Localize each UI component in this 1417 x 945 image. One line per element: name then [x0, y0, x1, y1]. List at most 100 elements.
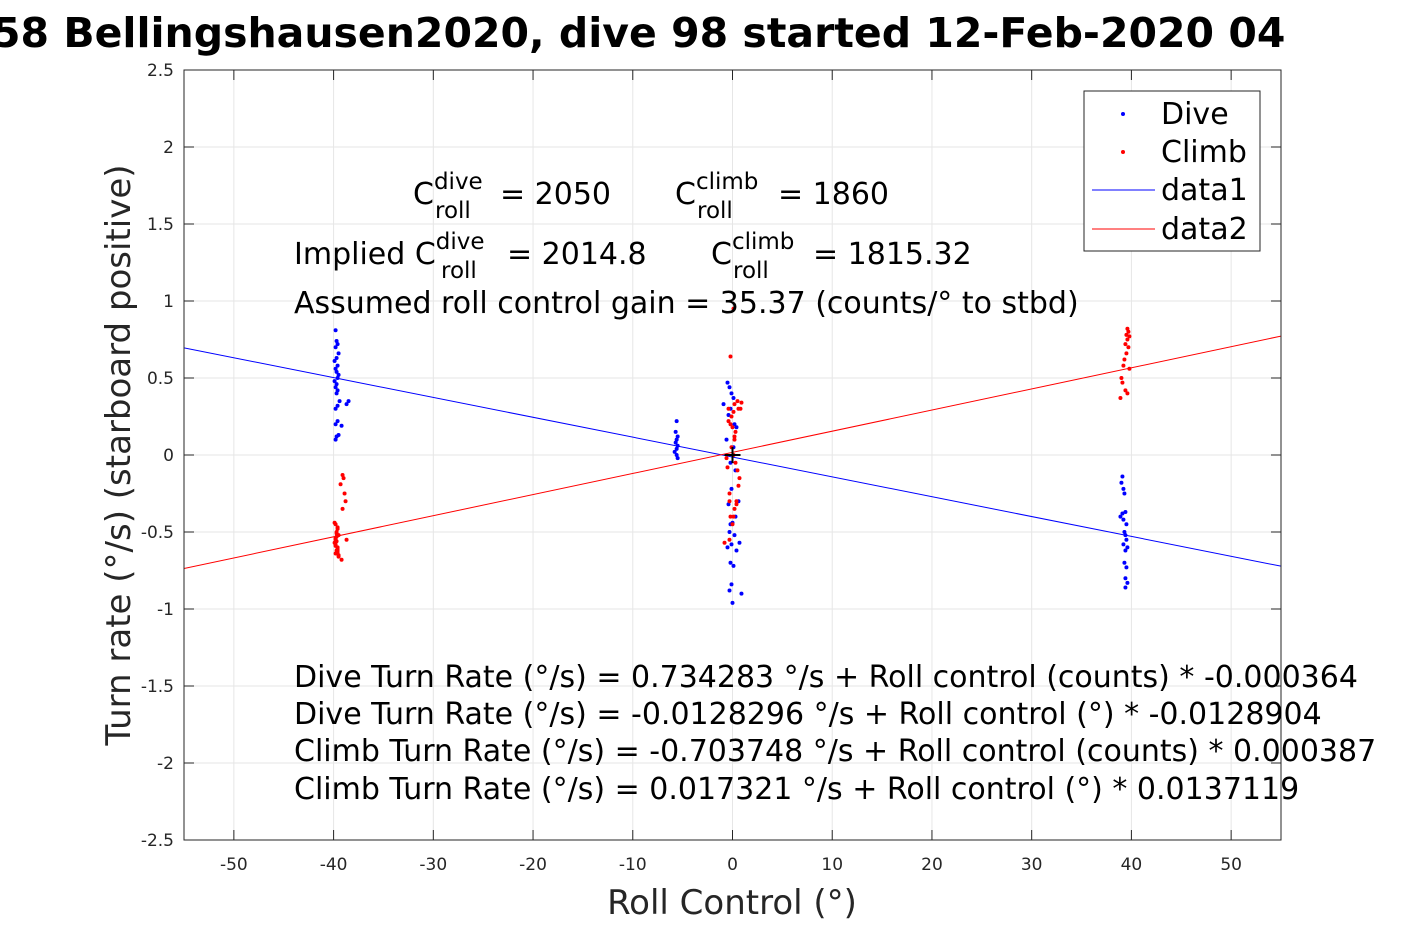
dive-point	[729, 542, 734, 547]
dive-point	[1124, 565, 1129, 570]
y-tick-label: -2.5	[141, 831, 174, 851]
dive-point	[332, 379, 337, 384]
x-tick-label: 10	[821, 855, 843, 875]
gain-annotation: Assumed roll control gain = 35.37 (count…	[294, 286, 1079, 321]
x-tick-label: -40	[320, 855, 348, 875]
climb-point	[1119, 376, 1124, 380]
dive-point	[335, 419, 340, 424]
climb-point	[727, 499, 732, 504]
climb-point	[335, 550, 340, 555]
climb-point	[738, 406, 743, 411]
climb-point	[739, 400, 744, 405]
x-tick-label: -30	[419, 855, 447, 875]
fit-equation: Dive Turn Rate (°/s) = -0.0128296 °/s + …	[294, 697, 1322, 732]
climb-point	[730, 425, 735, 430]
climb-point	[735, 399, 740, 404]
y-tick-label: 1	[163, 292, 174, 312]
climb-point	[1123, 342, 1128, 347]
dive-point	[339, 423, 344, 428]
origin-marker	[724, 447, 741, 463]
dive-point	[1118, 514, 1123, 519]
y-tick-label: 0	[163, 446, 174, 466]
dive-point	[337, 399, 342, 404]
dive-point	[1124, 537, 1129, 542]
x-axis-label: Roll Control (°)	[607, 883, 857, 923]
y-tick-label: -1.5	[141, 677, 174, 697]
climb-point	[730, 522, 735, 527]
dive-point	[728, 560, 733, 565]
chart-title: 58 Bellingshausen2020, dive 98 started 1…	[0, 9, 1285, 57]
dive-point	[737, 540, 742, 545]
x-tick-label: 50	[1220, 855, 1242, 875]
climb-point	[1120, 380, 1125, 385]
climb-point	[733, 460, 738, 465]
dive-point	[732, 533, 737, 538]
dive-point	[333, 345, 338, 350]
dive-point	[1120, 511, 1125, 516]
legend: Dive Climb data1 data2	[1083, 90, 1261, 252]
dive-point	[332, 359, 337, 364]
climb-point	[729, 414, 734, 419]
climb-point	[1127, 334, 1132, 339]
dive-point	[725, 380, 730, 385]
climb-point	[735, 468, 740, 473]
dive-point	[675, 434, 680, 439]
climb-point	[728, 354, 733, 359]
dive-point	[732, 422, 737, 427]
dive-point	[727, 385, 732, 390]
climb-point	[335, 546, 340, 551]
climb-point	[342, 491, 347, 496]
x-tick-label: 0	[727, 855, 738, 875]
dive-point	[729, 582, 734, 587]
legend-entry: data2	[1161, 212, 1248, 247]
dive-point	[1122, 491, 1127, 496]
climb-point	[732, 506, 737, 511]
dive-point	[1125, 545, 1130, 550]
climb-point	[339, 557, 344, 562]
climb-point	[731, 514, 736, 519]
dive-point	[726, 412, 731, 417]
y-tick-label: -1	[157, 600, 174, 620]
dive-point	[726, 502, 731, 507]
dive-point	[336, 351, 341, 356]
climb-point	[1127, 366, 1132, 371]
climb-point	[1121, 363, 1126, 368]
dive-point	[730, 600, 735, 605]
dive-point	[333, 437, 338, 442]
climb-point	[1122, 357, 1127, 362]
dive-point	[1119, 480, 1124, 485]
climb-point	[1124, 351, 1129, 356]
dive-point	[734, 425, 739, 430]
climb-point	[724, 456, 729, 461]
climb-point	[1125, 337, 1130, 342]
fit-equation: Climb Turn Rate (°/s) = -0.703748 °/s + …	[294, 734, 1376, 769]
legend-swatch-climb	[1121, 150, 1125, 154]
y-tick-label: 1.5	[147, 215, 174, 235]
dive-point	[333, 385, 338, 390]
dive-point	[333, 366, 338, 371]
dive-point	[674, 419, 679, 424]
dive-point	[675, 443, 680, 448]
dive-point	[1123, 509, 1128, 514]
dive-point	[333, 328, 338, 333]
climb-point	[731, 306, 736, 311]
dive-point	[1121, 542, 1126, 547]
c-roll-climb-annotation: Cclimb roll = 1860	[675, 169, 889, 224]
y-tick-label: -0.5	[141, 523, 174, 543]
legend-entry: Dive	[1161, 97, 1229, 132]
climb-point	[731, 409, 736, 414]
y-axis-label: Turn rate (°/s) (starboard positive)	[99, 164, 139, 746]
climb-point	[1118, 396, 1123, 401]
dive-point	[1125, 580, 1130, 585]
x-tick-label: 20	[921, 855, 943, 875]
climb-point	[333, 543, 338, 548]
dive-point	[1122, 560, 1127, 565]
climb-point	[734, 499, 739, 504]
climb-point	[727, 491, 732, 496]
dive-point	[674, 446, 679, 451]
dive-point	[1123, 585, 1128, 590]
legend-entry: data1	[1161, 173, 1248, 208]
legend-box	[1083, 90, 1261, 252]
y-tick-label: 0.5	[147, 369, 174, 389]
climb-point	[340, 506, 345, 511]
